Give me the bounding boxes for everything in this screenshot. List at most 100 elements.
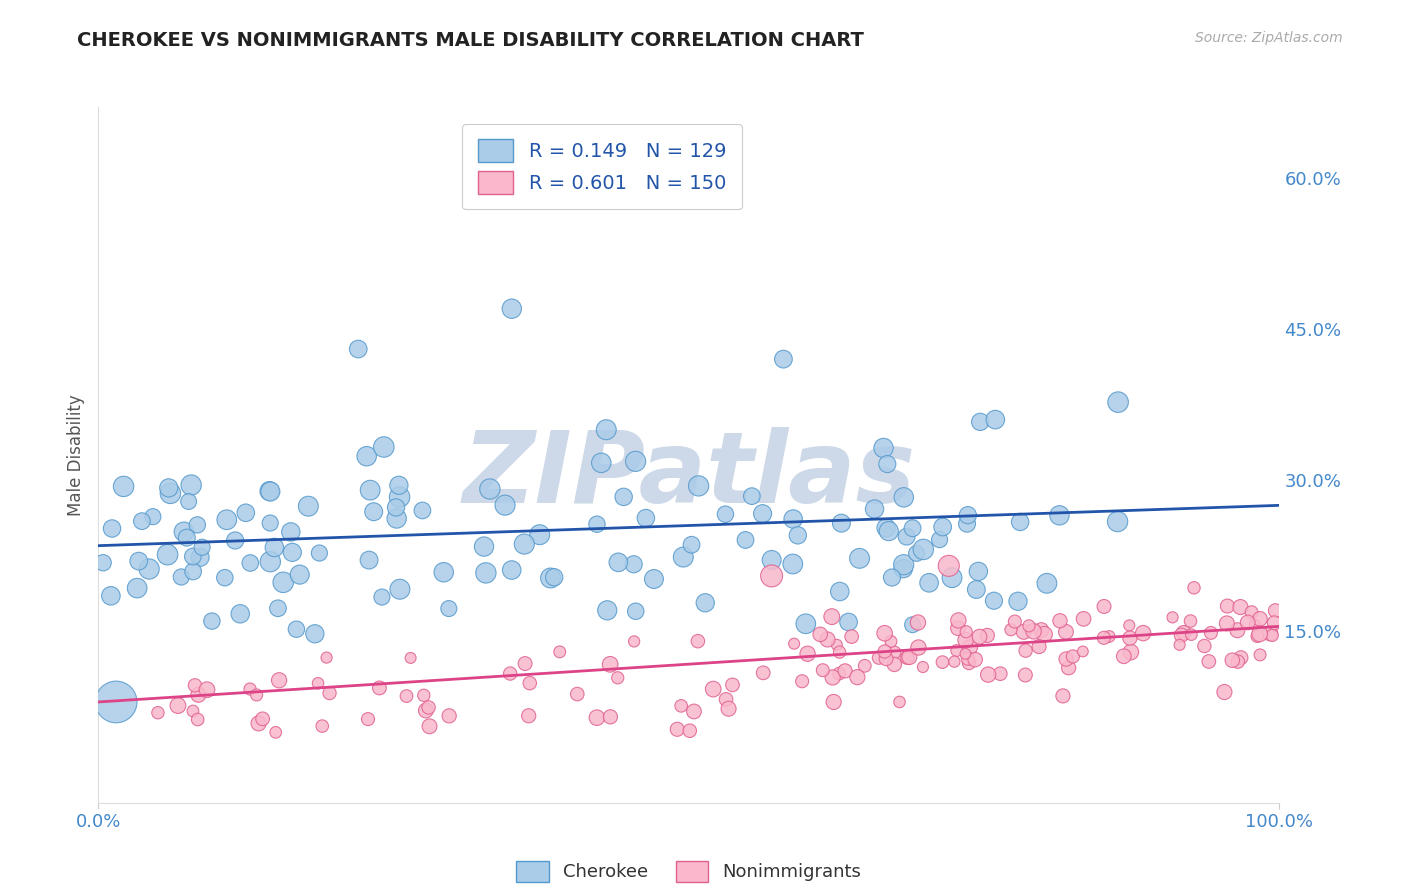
Point: [1028, 640, 1050, 654]
Point: [418, 719, 440, 733]
Point: [173, 524, 195, 539]
Point: [252, 712, 274, 726]
Point: [873, 626, 896, 640]
Point: [853, 658, 876, 673]
Point: [501, 301, 523, 316]
Point: [1073, 612, 1095, 626]
Point: [666, 723, 689, 737]
Text: Source: ZipAtlas.com: Source: ZipAtlas.com: [1195, 31, 1343, 45]
Point: [967, 565, 990, 579]
Point: [311, 719, 333, 733]
Point: [269, 673, 291, 688]
Point: [969, 415, 991, 429]
Point: [875, 651, 897, 665]
Point: [891, 561, 914, 575]
Point: [271, 575, 294, 590]
Point: [567, 687, 589, 701]
Point: [1236, 615, 1258, 630]
Point: [259, 555, 281, 569]
Point: [1118, 618, 1140, 632]
Point: [388, 490, 411, 504]
Point: [877, 524, 900, 538]
Point: [956, 516, 979, 531]
Point: [741, 489, 763, 503]
Point: [513, 537, 536, 551]
Point: [688, 479, 710, 493]
Point: [170, 570, 193, 584]
Point: [1246, 629, 1268, 643]
Point: [872, 441, 894, 455]
Point: [893, 558, 915, 572]
Point: [623, 634, 645, 648]
Point: [586, 711, 609, 725]
Point: [472, 540, 495, 554]
Point: [623, 558, 645, 572]
Point: [1054, 652, 1077, 666]
Point: [1220, 653, 1243, 667]
Point: [841, 630, 863, 644]
Point: [695, 596, 717, 610]
Point: [159, 486, 181, 500]
Point: [1033, 627, 1056, 641]
Point: [976, 628, 998, 642]
Point: [868, 650, 890, 665]
Point: [540, 571, 562, 585]
Point: [1249, 627, 1271, 641]
Text: ZIPatlas: ZIPatlas: [463, 427, 915, 524]
Point: [624, 604, 647, 618]
Point: [347, 342, 370, 356]
Point: [399, 651, 422, 665]
Point: [146, 706, 169, 720]
Point: [959, 640, 981, 654]
Point: [181, 704, 204, 718]
Point: [796, 647, 818, 661]
Point: [1198, 655, 1220, 669]
Point: [965, 652, 987, 666]
Point: [1018, 619, 1040, 633]
Point: [1249, 648, 1271, 662]
Point: [517, 708, 540, 723]
Point: [783, 637, 806, 651]
Point: [830, 516, 852, 530]
Point: [371, 590, 394, 604]
Point: [1107, 515, 1129, 529]
Point: [984, 412, 1007, 426]
Point: [395, 689, 418, 703]
Point: [717, 702, 740, 716]
Point: [1216, 616, 1239, 631]
Point: [907, 640, 929, 655]
Point: [1052, 689, 1074, 703]
Point: [821, 609, 844, 624]
Point: [714, 692, 737, 706]
Point: [1107, 395, 1129, 409]
Point: [883, 657, 905, 672]
Point: [259, 484, 281, 499]
Point: [848, 551, 870, 566]
Point: [893, 491, 915, 505]
Point: [1000, 623, 1022, 637]
Point: [224, 533, 246, 548]
Point: [931, 520, 953, 534]
Point: [186, 517, 208, 532]
Point: [1199, 626, 1222, 640]
Point: [385, 511, 408, 525]
Point: [1168, 638, 1191, 652]
Point: [1098, 630, 1121, 644]
Point: [586, 517, 609, 532]
Point: [1012, 624, 1035, 639]
Point: [880, 570, 903, 584]
Point: [180, 478, 202, 492]
Point: [948, 614, 970, 628]
Point: [1258, 626, 1281, 640]
Point: [956, 651, 979, 665]
Point: [181, 565, 204, 579]
Point: [357, 712, 380, 726]
Point: [105, 695, 128, 709]
Point: [215, 513, 238, 527]
Point: [955, 647, 977, 661]
Point: [128, 554, 150, 568]
Point: [941, 571, 963, 585]
Point: [679, 723, 702, 738]
Point: [214, 571, 236, 585]
Point: [988, 666, 1011, 681]
